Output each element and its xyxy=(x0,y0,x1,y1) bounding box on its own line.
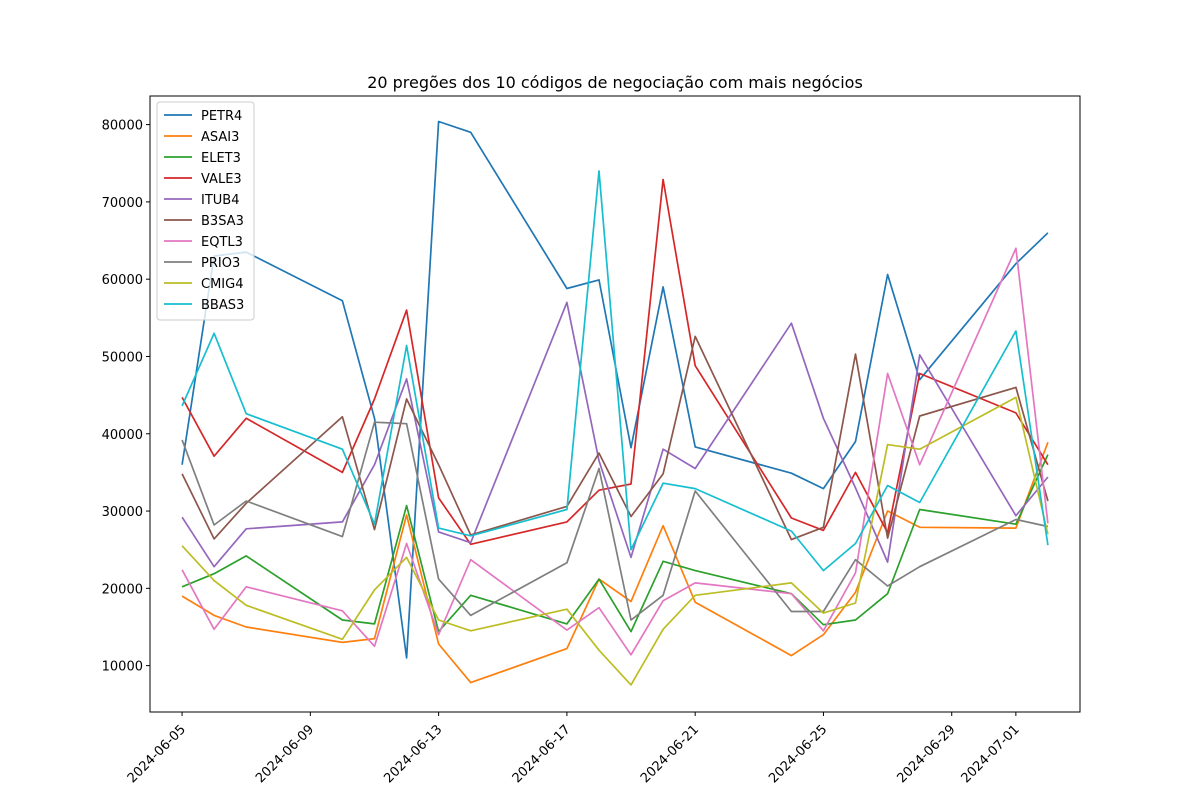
y-tick-label: 50000 xyxy=(102,350,143,365)
legend: PETR4 ASAI3 ELET3 VALE3 ITUB4 B3SA3 EQTL3 PRIO3… xyxy=(156,101,255,321)
legend-label-elet3: ELET3 xyxy=(201,151,241,166)
legend-label-b3sa3: B3SA3 xyxy=(201,214,244,229)
legend-label-petr4: PETR4 xyxy=(201,109,242,124)
chart-title: 20 pregões dos 10 códigos de negociação … xyxy=(367,73,863,92)
legend-label-prio3: PRIO3 xyxy=(201,256,240,271)
legend-label-vale3: VALE3 xyxy=(201,172,242,187)
y-tick-label: 20000 xyxy=(102,582,143,597)
series-line-asai3 xyxy=(181,442,1049,684)
y-tick-label: 40000 xyxy=(102,428,143,443)
series-line-b3sa3 xyxy=(181,335,1049,541)
y-axis: 10000 20000 30000 40000 50000 60000 70000 80000 xyxy=(102,119,150,675)
y-tick-label: 60000 xyxy=(102,273,143,288)
series-line-cmig4 xyxy=(181,396,1049,686)
series-line-itub4 xyxy=(181,301,1049,568)
series-line-eqtl3 xyxy=(181,247,1049,656)
legend-label-asai3: ASAI3 xyxy=(201,130,239,145)
legend-label-eqtl3: EQTL3 xyxy=(201,235,243,250)
series-line-elet3 xyxy=(181,454,1049,633)
y-tick-label: 30000 xyxy=(102,505,143,520)
plot-frame xyxy=(149,95,1081,713)
legend-label-bbas3: BBAS3 xyxy=(201,298,244,313)
series-layer xyxy=(181,120,1049,686)
y-tick-label: 10000 xyxy=(102,660,143,675)
series-line-bbas3 xyxy=(181,170,1049,572)
y-tick-label: 80000 xyxy=(102,119,143,134)
legend-label-itub4: ITUB4 xyxy=(201,193,239,208)
y-tick-label: 70000 xyxy=(102,196,143,211)
series-line-prio3 xyxy=(181,421,1049,621)
legend-label-cmig4: CMIG4 xyxy=(201,277,243,292)
